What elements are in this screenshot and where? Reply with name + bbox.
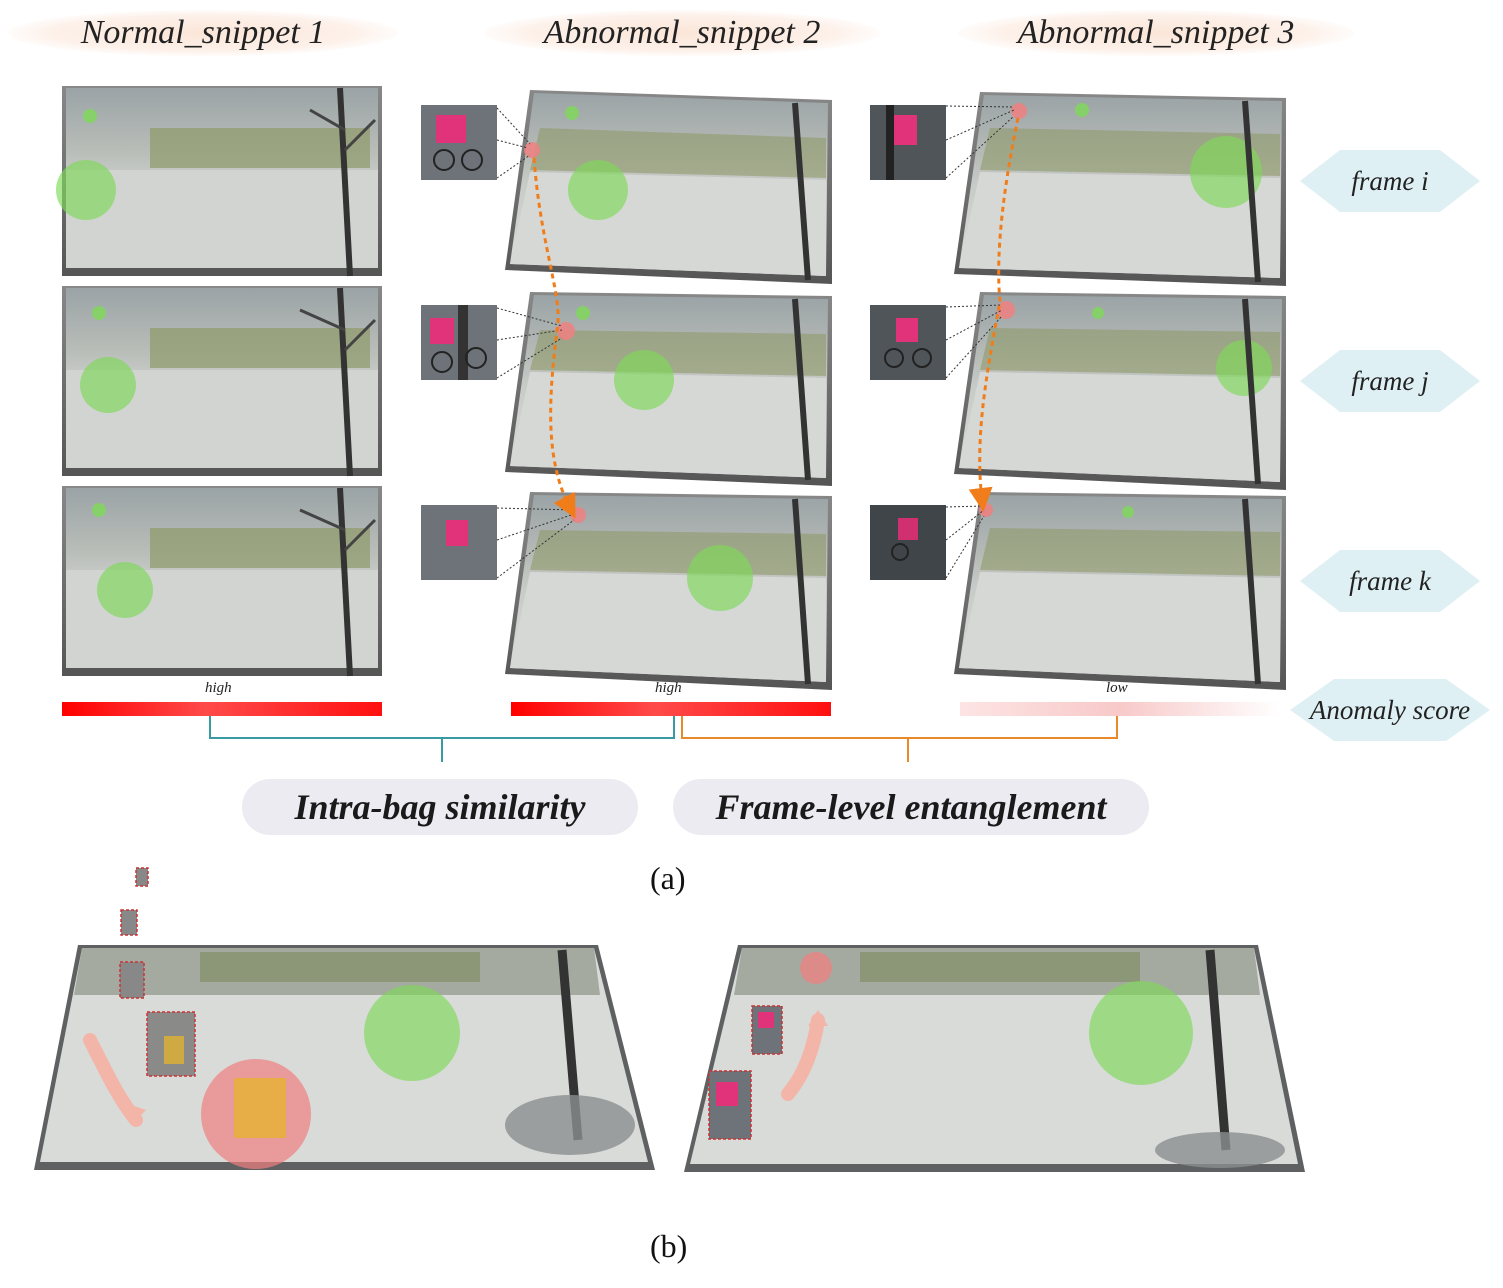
- normal-frame-j: [62, 286, 382, 477]
- abnormal3-frame-k: [954, 492, 1286, 690]
- panel-b-right: [684, 945, 1305, 1172]
- abnormal-region-marker: [524, 142, 540, 158]
- normal-frame-i: [56, 86, 382, 277]
- frame-tag-i-label: frame i: [1351, 166, 1429, 196]
- score-level-abnormal2: high: [655, 680, 682, 696]
- sublabel-b: (b): [650, 1228, 688, 1264]
- crop-abnormal3-j: [870, 304, 1003, 380]
- frame-tag-shape: [1300, 150, 1480, 212]
- panel-b-right-crops: [708, 1005, 783, 1140]
- crop-abnormal3-i: [870, 105, 1015, 180]
- abnormal-region-marker: [979, 503, 993, 517]
- header-normal-snippet-1: Normal_snippet 1: [8, 10, 398, 56]
- abnormal2-frame-i: [505, 90, 832, 284]
- score-level-normal: high: [205, 680, 232, 696]
- normal-region-marker: [1190, 136, 1262, 208]
- crop-abnormal2-k: [421, 505, 575, 580]
- normal-region-marker: [1216, 340, 1272, 396]
- pill-intra-bag-similarity: Intra-bag similarity: [242, 779, 638, 835]
- normal-region-marker: [1089, 981, 1193, 1085]
- normal-frame-k: [62, 486, 382, 677]
- score-level-abnormal3: low: [1106, 680, 1128, 696]
- panel-b-left-crops: [119, 867, 196, 1077]
- abnormal3-frame-i: [954, 92, 1286, 286]
- frame-tag-j-label: frame j: [1351, 366, 1429, 396]
- normal-region-marker: [80, 357, 136, 413]
- normal-region-marker: [614, 350, 674, 410]
- bracket-frame-level: [681, 716, 1118, 762]
- abnormal-region-marker: [557, 322, 575, 340]
- frame-tag-k: frame k: [1300, 550, 1480, 612]
- frame-tag-shape: [1300, 350, 1480, 412]
- pill-frame-level-entanglement: Frame-level entanglement: [673, 779, 1149, 835]
- frame-tag-i: frame i: [1300, 150, 1480, 212]
- crop-abnormal3-k: [870, 505, 985, 580]
- score-bar-normal: [62, 702, 382, 716]
- abnormal2-frame-j: [505, 292, 832, 486]
- header-abnormal-snippet-3: Abnormal_snippet 3: [958, 10, 1354, 56]
- normal-region-marker: [97, 562, 153, 618]
- score-bar-abnormal3: [960, 702, 1280, 716]
- abnormal-region-marker: [1011, 103, 1027, 119]
- frame-tag-j: frame j: [1300, 350, 1480, 412]
- anomaly-score-label: Anomaly score: [1309, 695, 1471, 725]
- crop-abnormal2-j: [421, 305, 563, 380]
- frame-tag-k-label: frame k: [1349, 566, 1431, 596]
- trajectory-abnormal2: [532, 157, 576, 519]
- bracket-intra-bag: [209, 716, 675, 762]
- abnormal2-frame-k: [505, 492, 832, 690]
- normal-region-marker: [364, 985, 460, 1081]
- normal-region-marker: [568, 160, 628, 220]
- anomaly-score-tag: Anomaly score: [1290, 679, 1490, 741]
- abnormal3-frame-j: [954, 292, 1286, 490]
- header-abnormal-snippet-2: Abnormal_snippet 2: [484, 10, 880, 56]
- abnormal-region-marker: [570, 507, 586, 523]
- frame-tag-shape: [1300, 550, 1480, 612]
- panel-b-left: [34, 945, 655, 1170]
- normal-region-marker: [687, 545, 753, 611]
- abnormal-region-marker: [997, 301, 1015, 319]
- sublabel-a: (a): [650, 860, 686, 896]
- crop-abnormal2-i: [421, 105, 531, 180]
- anomaly-score-tag-shape: [1290, 679, 1490, 741]
- normal-region-marker: [56, 160, 116, 220]
- abnormal-region-marker: [800, 952, 832, 984]
- score-bar-abnormal2: [511, 702, 831, 716]
